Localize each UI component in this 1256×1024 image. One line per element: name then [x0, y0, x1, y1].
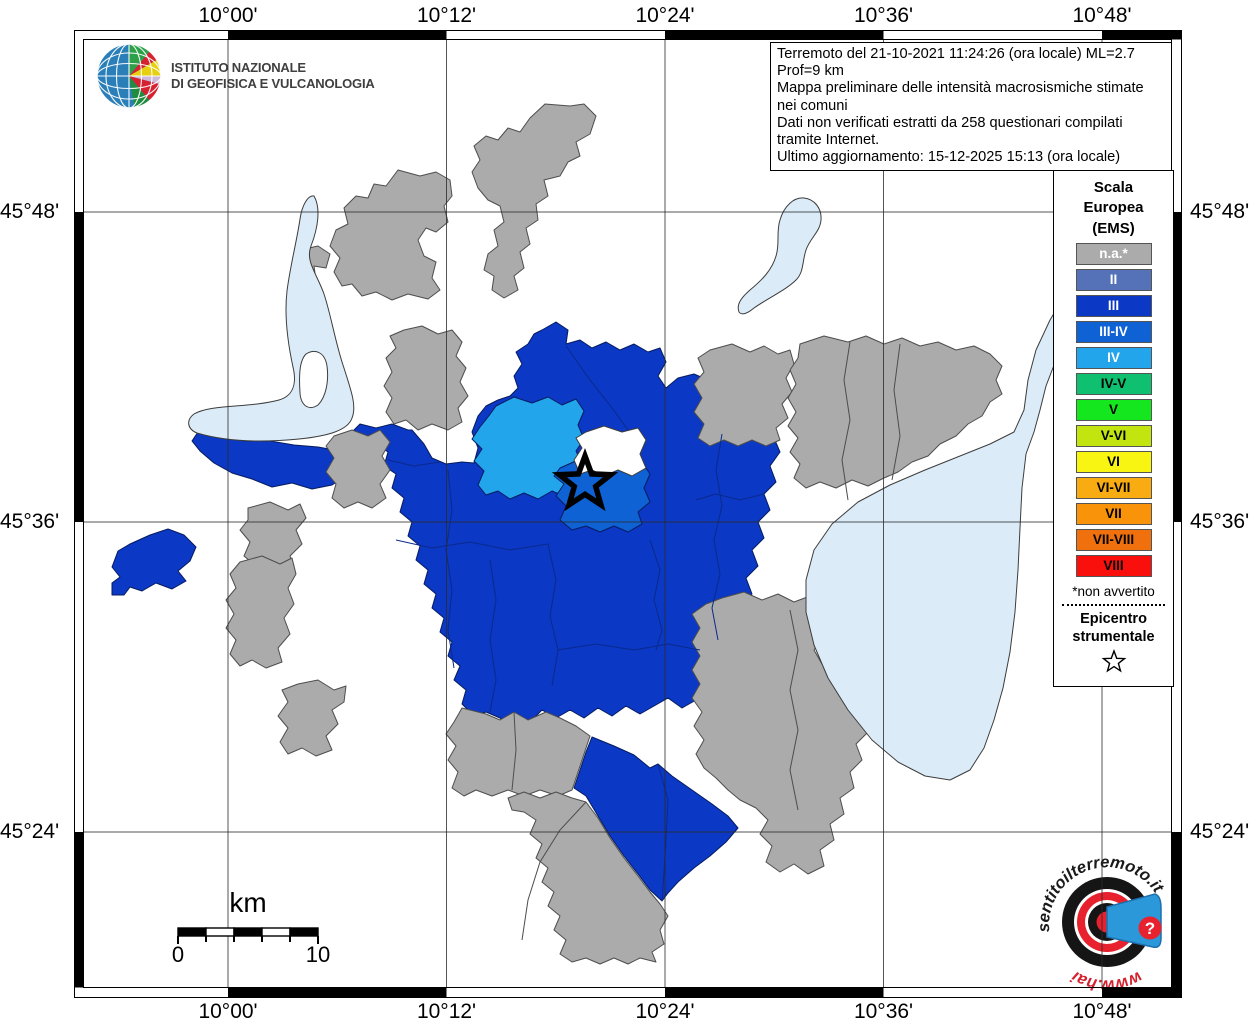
municipality-na-northeast	[471, 103, 597, 299]
municipality-na-north-of-cluster	[383, 325, 469, 431]
epicenter-label: Epicentro strumentale	[1072, 610, 1155, 645]
municipalities-III-main	[351, 321, 781, 741]
municipality-na-valcamonica	[329, 169, 453, 301]
scale-bar: km 0 10	[172, 887, 330, 967]
intensity-legend: Scala Europea (EMS) n.a.* II III III-IV IV IV…	[1053, 170, 1174, 687]
scale-end-label: 10	[306, 942, 330, 967]
info-line-data: Dati non verificati estratti da 258 ques…	[777, 114, 1123, 149]
legend-title-line3: (EMS)	[1092, 219, 1135, 237]
earthquake-info-box: Terremoto del 21-10-2021 11:24:26 (ora l…	[770, 42, 1172, 171]
axis-label-left: 45°48'	[0, 200, 60, 223]
epicenter-symbol	[1054, 648, 1173, 680]
axis-label-left: 45°36'	[0, 510, 60, 533]
scale-bar-unit: km	[229, 887, 266, 918]
legend-title: Scala Europea (EMS)	[1054, 178, 1173, 239]
legend-divider	[1062, 603, 1165, 606]
legend-swatch-III: III	[1075, 294, 1152, 317]
legend-swatch-VII-VIII: VII-VIII	[1075, 528, 1152, 551]
legend-title-line2: Europea	[1083, 199, 1144, 217]
scale-start-label: 0	[172, 942, 184, 967]
legend-swatch-II: II	[1075, 268, 1152, 291]
info-line-event: Terremoto del 21-10-2021 11:24:26 (ora l…	[777, 46, 1135, 80]
legend-items: n.a.* II III III-IV IV IV-V V V-VI VI VI-VII VII VI…	[1054, 242, 1173, 577]
axis-label-bottom: 10°36'	[853, 1000, 914, 1023]
axis-label-top: 10°36'	[853, 4, 914, 27]
axis-label-right: 45°48'	[1190, 200, 1250, 223]
legend-swatch-IV-V: IV-V	[1075, 372, 1152, 395]
hsit-arc-bottom-text: www.hai	[1068, 967, 1145, 994]
ingv-line1: ISTITUTO NAZIONALE	[171, 59, 306, 75]
ingv-logo-text: ISTITUTO NAZIONALE DI GEOFISICA E VULCAN…	[171, 60, 375, 93]
municipality-na-garda-northwest	[787, 335, 1003, 489]
lake-idro	[737, 197, 822, 315]
axis-label-bottom: 10°48'	[1072, 1000, 1132, 1023]
municipality-na-south-of-iseo	[325, 429, 391, 509]
municipality-III-east-small	[749, 643, 805, 709]
ingv-line2: DI GEOFISICA E VULCANOLOGIA	[171, 76, 375, 91]
axis-label-right: 45°24'	[1190, 820, 1250, 843]
axis-label-top: 10°12'	[416, 4, 477, 27]
municipality-III-south-wedge	[573, 736, 739, 902]
municipality-na-south-lower	[507, 791, 669, 965]
legend-swatch-V-VI: V-VI	[1075, 424, 1152, 447]
ingv-logo: ISTITUTO NAZIONALE DI GEOFISICA E VULCAN…	[95, 42, 375, 110]
legend-footnote: *non avvertito	[1072, 583, 1155, 599]
legend-title-line1: Scala	[1093, 179, 1134, 196]
legend-swatch-VIII: VIII	[1075, 554, 1152, 577]
axis-label-top: 10°48'	[1072, 4, 1132, 27]
municipality-na-west-upper	[239, 501, 307, 567]
question-mark: ?	[1145, 919, 1155, 938]
epicenter-star	[551, 448, 619, 512]
info-line-map: Mappa preliminare delle intensità macros…	[777, 80, 1144, 114]
municipality-na-east-upper	[693, 343, 795, 447]
lake-iseo	[188, 195, 355, 442]
legend-swatch-IV: IV	[1075, 346, 1152, 369]
ingv-globe-icon	[96, 43, 162, 109]
municipality-IV	[471, 396, 585, 500]
axis-label-bottom: 10°00'	[198, 1000, 258, 1023]
axis-label-left: 45°24'	[0, 820, 60, 843]
legend-swatch-VI-VII: VI-VII	[1075, 476, 1152, 499]
axis-label-top: 10°24'	[635, 4, 695, 27]
municipality-na-small-1	[293, 245, 331, 283]
legend-swatch-III-IV: III-IV	[1075, 320, 1152, 343]
legend-swatch-VI: VI	[1075, 450, 1152, 473]
legend-swatch-na: n.a.*	[1075, 242, 1152, 265]
axis-label-bottom: 10°12'	[416, 1000, 477, 1023]
axis-label-bottom: 10°24'	[635, 1000, 695, 1023]
municipality-white-gap	[573, 425, 647, 477]
municipality-na-garda-west	[691, 591, 873, 875]
svg-text:www.hai: www.hai	[1068, 967, 1145, 994]
municipality-na-west-island	[277, 679, 347, 757]
municipality-na-south-upper	[445, 707, 591, 797]
municipality-III-west-island	[111, 528, 197, 596]
haisentitoilterremoto-logo: sentitoilterremoto.it www.hai ?	[1035, 853, 1168, 994]
axis-label-right: 45°36'	[1190, 510, 1250, 533]
info-line-update: Ultimo aggiornamento: 15-12-2025 15:13 (…	[777, 149, 1121, 166]
municipality-III-IV	[553, 459, 651, 533]
axis-label-top: 10°00'	[198, 4, 258, 27]
municipality-na-west-lower	[225, 555, 297, 669]
legend-swatch-V: V	[1075, 398, 1152, 421]
legend-swatch-VII: VII	[1075, 502, 1152, 525]
municipality-III-lakeshore	[191, 431, 353, 490]
